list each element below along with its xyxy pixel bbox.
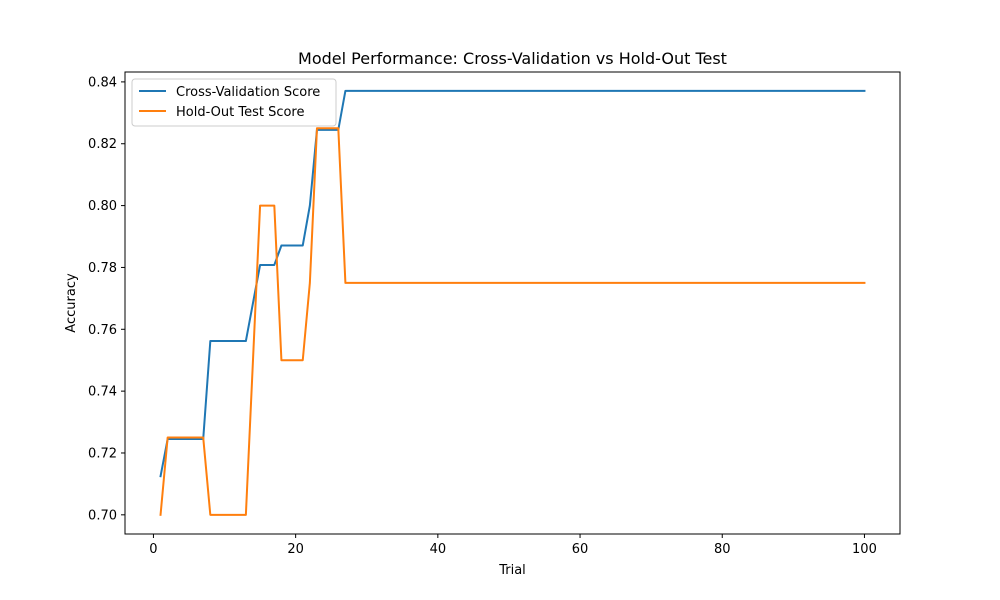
y-axis-label: Accuracy — [64, 273, 79, 333]
x-axis-label: Trial — [498, 563, 526, 578]
chart-title: Model Performance: Cross-Validation vs H… — [298, 49, 727, 68]
x-tick-label: 80 — [714, 542, 731, 557]
x-tick-label: 100 — [852, 542, 877, 557]
legend-label-hold-out: Hold-Out Test Score — [176, 105, 305, 120]
legend-label-cross-validation: Cross-Validation Score — [176, 85, 320, 100]
y-tick-label: 0.70 — [88, 508, 117, 523]
x-tick-label: 40 — [430, 542, 447, 557]
legend-box — [131, 78, 337, 127]
x-tick-label: 20 — [287, 542, 304, 557]
x-tick-label: 60 — [572, 542, 589, 557]
y-tick-label: 0.82 — [88, 137, 117, 152]
legend: Cross-Validation Score Hold-Out Test Sco… — [131, 78, 337, 127]
y-tick-label: 0.72 — [88, 446, 117, 461]
y-tick-label: 0.74 — [88, 385, 117, 400]
y-tick-label: 0.78 — [88, 261, 117, 276]
series-line-hold-out — [159, 127, 866, 516]
plot-area — [124, 71, 901, 535]
y-tick-label: 0.84 — [88, 75, 117, 90]
y-tick-label: 0.76 — [88, 323, 117, 338]
x-tick-label: 0 — [149, 542, 157, 557]
axes-frame — [124, 71, 901, 535]
series-layer — [159, 89, 866, 516]
y-tick-label: 0.80 — [88, 199, 117, 214]
x-axis: 0 20 40 60 80 100 — [149, 534, 877, 557]
y-axis: 0.70 0.72 0.74 0.76 0.78 0.80 0.82 0.84 — [88, 75, 125, 523]
series-line-cross-validation — [159, 89, 866, 478]
